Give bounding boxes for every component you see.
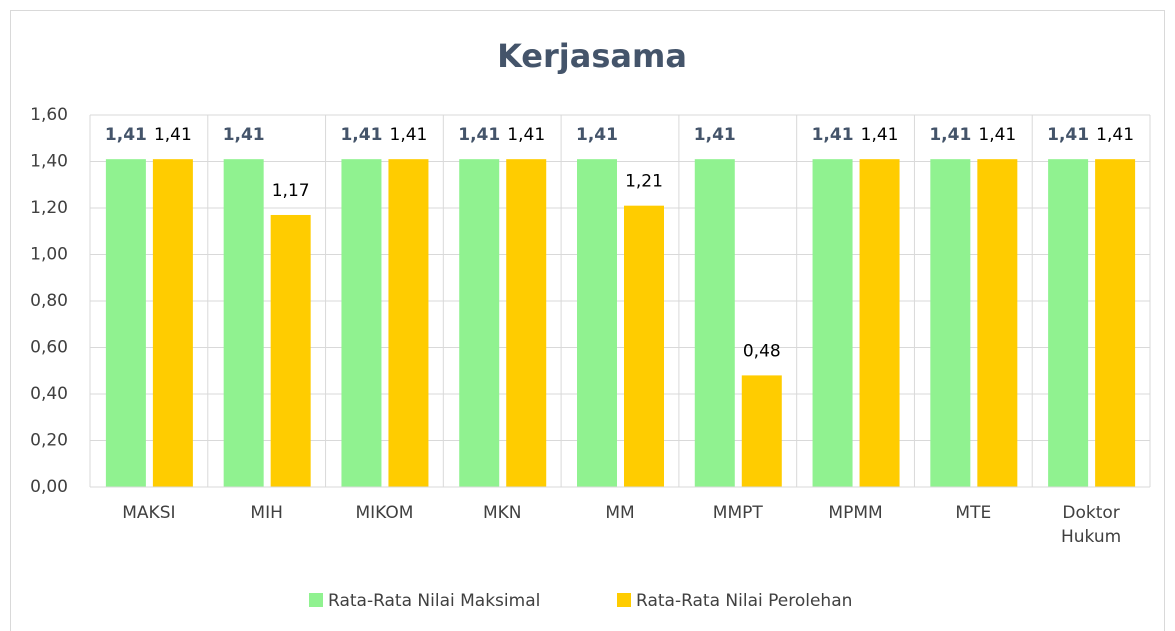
bar — [930, 159, 971, 488]
y-tick-label: 1,40 — [30, 152, 68, 172]
data-label: 1,41 — [507, 125, 545, 145]
x-tick-label: MM — [605, 503, 634, 523]
x-tick-label: MKN — [483, 503, 522, 523]
x-tick-label: Doktor Hukum — [1061, 503, 1121, 547]
legend-swatch — [617, 593, 631, 607]
data-label: 1,41 — [154, 125, 192, 145]
data-label: 1,41 — [929, 125, 971, 145]
data-label: 1,21 — [625, 172, 663, 192]
bar — [459, 159, 500, 488]
bar — [223, 159, 264, 488]
bar — [624, 205, 664, 488]
bar — [577, 159, 617, 488]
legend-swatch — [309, 593, 323, 607]
data-label: 1,17 — [272, 181, 310, 201]
y-tick-label: 0,40 — [30, 384, 68, 404]
data-label: 1,41 — [576, 125, 618, 145]
data-label: 1,41 — [861, 125, 899, 145]
data-label: 1,41 — [223, 125, 265, 145]
data-label: 1,41 — [105, 125, 147, 145]
x-tick-label-line: Doktor — [1062, 503, 1119, 523]
bar — [270, 214, 311, 487]
y-tick-label: 0,20 — [30, 431, 68, 451]
bar — [812, 159, 853, 488]
data-label: 0,48 — [743, 341, 781, 361]
bar — [341, 159, 382, 488]
legend-label: Rata-Rata Nilai Maksimal — [328, 591, 540, 611]
data-label: 1,41 — [812, 125, 854, 145]
y-tick-label: 1,20 — [30, 198, 68, 218]
y-tick-label: 0,80 — [30, 291, 68, 311]
data-label: 1,41 — [694, 125, 736, 145]
bar — [977, 159, 1018, 488]
data-label: 1,41 — [340, 125, 382, 145]
chart-title: Kerjasama — [497, 37, 687, 75]
data-label: 1,41 — [1047, 125, 1089, 145]
bar — [152, 159, 193, 488]
data-label: 1,41 — [458, 125, 500, 145]
y-tick-label: 1,00 — [30, 245, 68, 265]
bar — [741, 375, 782, 487]
y-tick-label: 0,60 — [30, 338, 68, 358]
x-tick-label-line: Hukum — [1061, 527, 1121, 547]
x-tick-label: MPMM — [828, 503, 882, 523]
data-label: 1,41 — [978, 125, 1016, 145]
bar — [694, 159, 735, 488]
bar — [105, 159, 146, 488]
x-tick-label: MAKSI — [122, 503, 175, 523]
data-label: 1,41 — [1096, 125, 1134, 145]
y-tick-label: 1,60 — [30, 105, 68, 125]
x-tick-label: MMPT — [713, 503, 764, 523]
x-tick-label: MIH — [250, 503, 282, 523]
data-label: 1,41 — [390, 125, 428, 145]
bar — [506, 159, 547, 488]
bar — [859, 159, 900, 488]
bar — [388, 159, 429, 488]
bar — [1048, 159, 1089, 488]
legend-label: Rata-Rata Nilai Perolehan — [636, 591, 852, 611]
x-tick-label: MIKOM — [355, 503, 413, 523]
bar — [1095, 159, 1136, 488]
y-tick-label: 0,00 — [30, 477, 68, 497]
x-tick-label: MTE — [955, 503, 991, 523]
